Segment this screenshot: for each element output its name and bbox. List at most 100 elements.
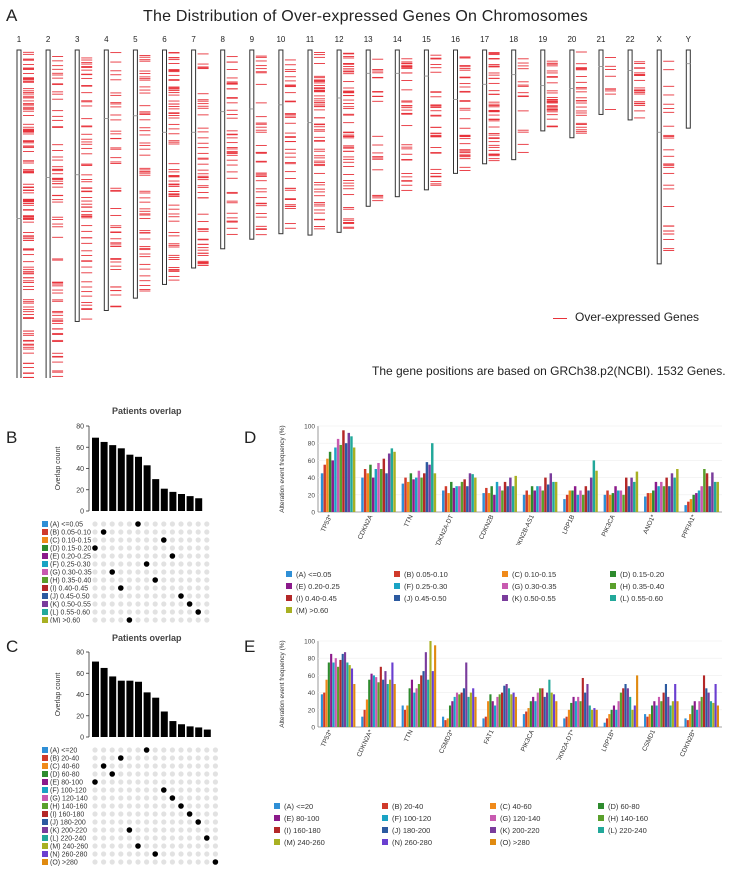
upset-c-set-label: (K) 200-220 [50,828,87,835]
chart-d-bar [401,483,405,512]
chart-e-bar [365,699,368,727]
upset-b-grid-dot [144,577,150,583]
upset-b-intersection-bar [117,448,125,511]
chart-d-y-tick-label: 60 [308,458,316,465]
chart-e-legend-label: (J) 180-200 [392,826,431,835]
chromosome-bar [627,49,633,121]
chromosome-bar [598,49,604,115]
chart-e-bar [581,677,584,727]
upset-b-set-color-box [42,585,48,591]
chart-d-bar [633,481,636,512]
chart-d-bar [616,490,620,512]
upset-b-grid-dot [126,601,132,607]
upset-c-grid-dot [101,835,107,841]
chart-d-category-label: PIK3CA [601,513,617,538]
upset-c-grid-dot [144,835,150,841]
panel-letter-c: C [6,637,19,656]
upset-b-grid-dot [187,545,193,551]
upset-b-grid-dot [178,529,184,535]
chart-d-bar [536,486,539,512]
upset-b-grid-dot [101,521,107,527]
upset-b-grid-dot [204,561,210,567]
chart-e-legend-item: (J) 180-200 [382,820,430,838]
chromosome-bar [45,49,51,378]
upset-b-grid-dot [92,553,98,559]
upset-c-grid-dot [126,803,132,809]
chart-d-legend-label: (F) 0.25-0.30 [404,582,448,591]
upset-c-grid-dot [161,827,167,833]
chart-d-bar [339,444,342,512]
chart-e-legend-label: (G) 120-140 [500,814,541,823]
upset-b-grid-dot [178,553,184,559]
upset-b-active-dot [186,601,193,607]
chart-d-bar [552,481,555,512]
chart-e-bar [514,696,517,727]
chart-d-legend-label: (K) 0.50-0.55 [512,594,556,603]
upset-b-grid-dot [161,577,167,583]
chart-e-bar [570,702,573,727]
upset-c-grid-dot [212,779,218,785]
chart-e-bar [431,671,434,727]
chart-d-bar [334,447,337,512]
upset-c-set-label: (E) 80-100 [50,780,83,787]
upset-b-set-color-box [42,609,48,615]
chart-e-bar [377,682,380,727]
chart-e-bar [696,709,699,727]
chart-d-legend-swatch [610,595,616,601]
chart-d-bar [665,477,668,512]
chart-e-bar [339,659,342,727]
upset-b-grid-dot [204,545,210,551]
chart-e-legend-swatch [490,803,496,809]
upset-c-grid-dot [101,827,107,833]
upset-b-grid-dot [109,529,115,535]
chart-e-bar [619,692,622,727]
chromosome-label: 6 [162,35,167,44]
upset-b-y-tick-label: 0 [80,509,84,516]
chart-d-legend-item: (H) 0.35-0.40 [610,576,664,594]
chromosome-label: Y [686,35,692,44]
upset-b-grid-dot [169,561,175,567]
upset-b-set-color-box [42,577,48,583]
chromosome-label: 3 [75,35,80,44]
chart-d-bar [573,486,577,512]
upset-c-title: Patients overlap [112,633,182,643]
chart-e-legend-item: (D) 60-80 [598,796,640,814]
upset-b-grid-dot [204,617,210,623]
upset-c-grid-dot [101,811,107,817]
chart-d-bar [433,473,437,512]
upset-c-set-color-box [42,779,48,785]
upset-c-grid-dot [169,755,175,761]
upset-b-grid-dot [178,537,184,543]
chart-e-bar [444,720,447,727]
upset-c-grid-dot [204,819,210,825]
chart-e-category-label: CDKN2A* [356,728,375,758]
upset-c-set-color-box [42,827,48,833]
chart-d-legend-label: (H) 0.35-0.40 [620,582,665,591]
chromosome-bar [74,49,80,322]
chart-d-legend-label: (D) 0.15-0.20 [620,570,665,579]
upset-b-grid-dot [118,545,124,551]
upset-b-grid-dot [109,553,115,559]
chart-e-bar [323,692,326,727]
upset-b-set-label: (M) >0.60 [50,618,80,624]
upset-c-grid-dot [195,859,201,865]
chart-e-bar [636,675,639,727]
upset-c-grid-dot [187,835,193,841]
chart-e-legend-label: (A) <=20 [284,802,314,811]
chart-e-bar [472,688,475,727]
chart-e-bar [629,696,632,727]
chart-e-bar [586,684,589,727]
upset-c-grid-dot [195,763,201,769]
gene-position-footnote: The gene positions are based on GRCh38.p… [372,364,726,378]
upset-b-grid-dot [195,593,201,599]
upset-b-set-label: (F) 0.25-0.30 [50,562,91,569]
chart-e-bar [660,701,663,727]
chart-e-bar [591,709,594,727]
chart-d-bar [474,477,477,512]
chart-e-bar [413,692,416,727]
chart-e-legend-swatch [382,827,388,833]
chart-d-bar [711,472,714,512]
upset-c-grid-dot [135,819,141,825]
upset-b-grid-dot [126,593,132,599]
upset-b-grid-dot [178,569,184,575]
